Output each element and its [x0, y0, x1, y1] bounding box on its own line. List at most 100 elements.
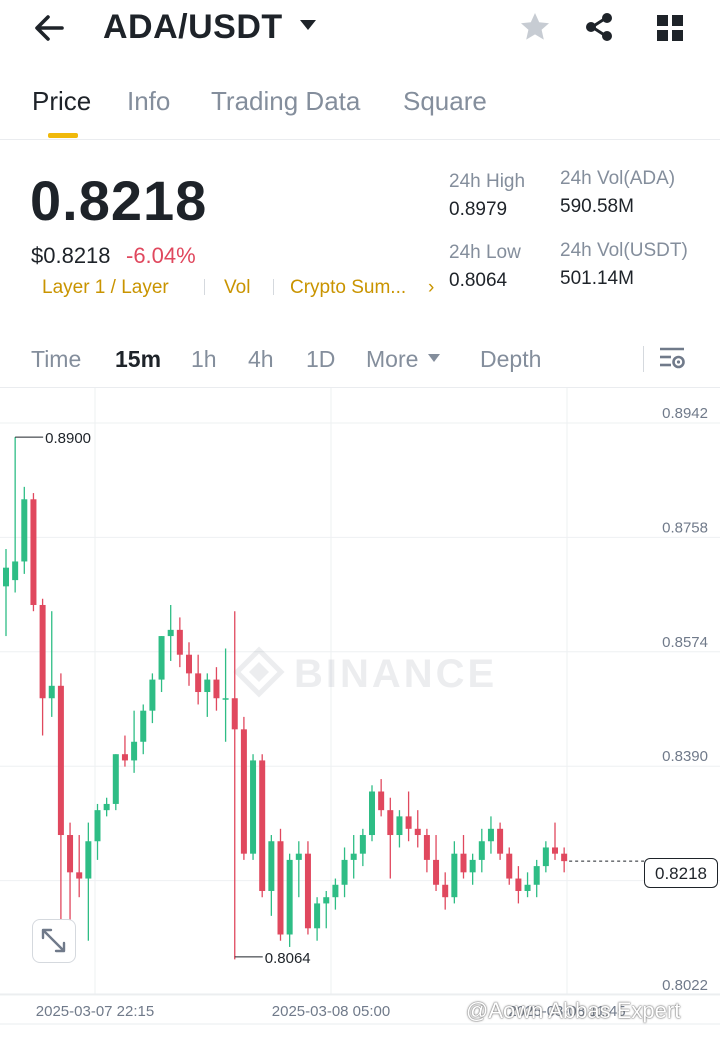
candle-body [103, 803, 110, 811]
tab-info[interactable]: Info [127, 86, 171, 116]
candle [396, 810, 403, 848]
candle [387, 797, 394, 879]
max-price-label: 0.8900 [45, 430, 91, 447]
candle [195, 654, 202, 705]
timeframe-4h[interactable]: 4h [248, 346, 274, 372]
timeframe-15m[interactable]: 15m [115, 346, 162, 372]
watermark-text: BINANCE [294, 652, 497, 696]
timeframe-more[interactable]: More [366, 346, 419, 372]
candle-body [167, 629, 174, 637]
star-icon[interactable] [518, 10, 552, 44]
candle-body [405, 816, 412, 829]
candle-body [323, 897, 330, 904]
stat-24h-high-label: 24h High [449, 171, 526, 192]
chevron-right-icon[interactable]: › [428, 277, 435, 298]
candle-body [131, 741, 138, 761]
candle [314, 897, 321, 941]
candle [341, 847, 348, 898]
candle [286, 853, 293, 947]
candle-body [478, 841, 485, 860]
candle [323, 890, 330, 929]
candlestick-chart[interactable]: BINANCE 0.8900 0.8064 0.8942 0.8758 0.8574 0… [0, 388, 720, 1039]
y-tick-label: 0.8390 [662, 748, 708, 765]
tab-trading-data[interactable]: Trading Data [211, 86, 361, 116]
candle-body [542, 847, 549, 867]
tab-depth[interactable]: Depth [480, 346, 542, 372]
stat-vol-base-label: 24h Vol(ADA) [560, 168, 676, 189]
share-icon[interactable] [582, 10, 616, 44]
timeframe-time[interactable]: Time [31, 346, 82, 372]
candle [250, 754, 257, 860]
candle [231, 611, 238, 960]
candle [268, 835, 275, 916]
stat-24h-low-value: 0.8064 [449, 270, 508, 291]
candle [121, 735, 128, 767]
back-arrow-icon[interactable] [30, 10, 70, 46]
candle-body [186, 654, 192, 674]
usd-price: $0.8218 [31, 243, 111, 268]
candle [359, 828, 366, 867]
candle [533, 859, 540, 898]
candle-body [48, 685, 55, 699]
candle [478, 828, 485, 873]
candle-body [240, 729, 247, 854]
tag-crypto-summary[interactable]: Crypto Sum... [290, 277, 407, 298]
candle [552, 822, 558, 860]
candle [350, 835, 357, 879]
last-price: 0.8218 [30, 169, 208, 232]
candle-body [295, 853, 302, 860]
candle [158, 636, 165, 693]
expand-icon [41, 928, 66, 953]
candle [378, 779, 385, 817]
candle-body [552, 847, 558, 854]
candle-body [94, 810, 101, 842]
pair-title[interactable]: ADA/USDT [103, 8, 283, 46]
candle-body [524, 884, 531, 891]
min-price-label: 0.8064 [265, 950, 311, 967]
chart-settings-icon[interactable] [657, 344, 687, 372]
grid-icon[interactable] [654, 12, 686, 44]
current-price-label: 0.8218 [644, 858, 718, 888]
tab-square[interactable]: Square [403, 86, 487, 116]
candle-body [460, 853, 467, 873]
candle-body [369, 791, 375, 836]
candle [21, 486, 28, 574]
candle-body [359, 835, 366, 854]
candle-body [497, 828, 504, 854]
candle [524, 872, 531, 898]
candle-body [121, 754, 128, 761]
candle-body [423, 835, 430, 860]
candle-body [515, 878, 522, 891]
y-tick-label: 0.8942 [662, 405, 708, 422]
candle-body [341, 859, 348, 885]
tag-layer1[interactable]: Layer 1 / Layer [42, 277, 169, 298]
tabs-divider [0, 139, 720, 140]
candle-body [533, 866, 540, 885]
candle-body [149, 679, 156, 711]
candle [112, 754, 119, 811]
stat-vol-base-value: 590.58M [560, 196, 634, 217]
candle-body [30, 499, 37, 605]
y-tick-label: 0.8022 [662, 977, 708, 994]
candle [515, 866, 522, 904]
tag-vol[interactable]: Vol [224, 277, 251, 298]
stat-24h-high-value: 0.8979 [449, 199, 508, 220]
expand-chart-button[interactable] [32, 919, 76, 963]
caret-down-icon[interactable] [298, 18, 318, 32]
more-caret-icon [428, 354, 440, 362]
candle-body [76, 872, 83, 879]
candle-body [12, 561, 19, 581]
candle [487, 816, 494, 854]
candle-body [433, 859, 440, 885]
candle-body [231, 698, 238, 730]
candle-body [442, 884, 449, 898]
candle [259, 754, 266, 898]
timeframe-1d[interactable]: 1D [306, 346, 336, 372]
candle-body [57, 685, 64, 836]
candle [240, 716, 247, 860]
candle [469, 853, 476, 885]
candle [451, 841, 458, 904]
tab-price[interactable]: Price [32, 86, 92, 116]
timeframe-1h[interactable]: 1h [191, 346, 217, 372]
candle [76, 835, 83, 898]
